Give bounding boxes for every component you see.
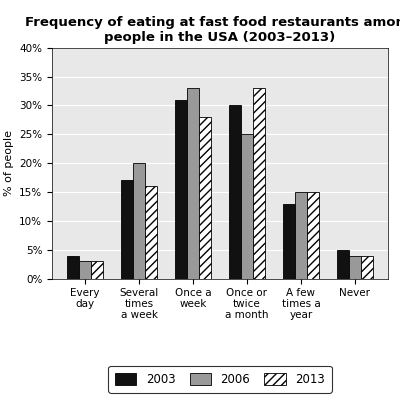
Bar <box>145 186 157 279</box>
Bar <box>229 105 241 279</box>
Bar <box>307 192 319 279</box>
Bar <box>199 117 211 279</box>
Bar <box>241 134 253 279</box>
Y-axis label: % of people: % of people <box>4 130 14 196</box>
Bar <box>133 163 145 279</box>
Bar <box>79 261 91 279</box>
Bar <box>337 250 349 279</box>
Bar <box>283 204 295 279</box>
Bar <box>91 261 103 279</box>
Bar <box>253 88 265 279</box>
Bar <box>175 100 187 279</box>
Legend: 2003, 2006, 2013: 2003, 2006, 2013 <box>108 365 332 393</box>
Title: Frequency of eating at fast food restaurants among
people in the USA (2003–2013): Frequency of eating at fast food restaur… <box>25 16 400 44</box>
Bar <box>295 192 307 279</box>
Bar <box>349 256 361 279</box>
Bar <box>121 181 133 279</box>
Bar <box>67 256 79 279</box>
Bar <box>361 256 373 279</box>
Bar <box>187 88 199 279</box>
